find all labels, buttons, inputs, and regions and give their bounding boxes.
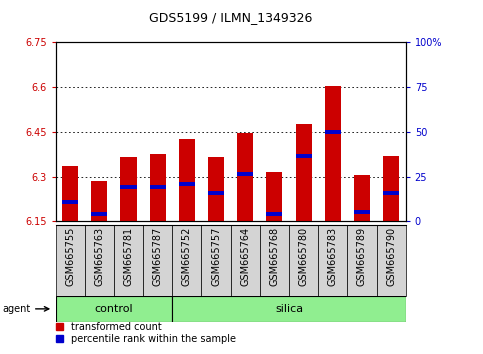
- Bar: [179, 139, 195, 221]
- Text: GSM665768: GSM665768: [270, 227, 279, 286]
- Bar: [237, 172, 253, 176]
- Bar: [91, 212, 107, 216]
- Bar: [114, 225, 143, 296]
- Text: agent: agent: [2, 304, 30, 314]
- Bar: [201, 225, 231, 296]
- Bar: [383, 191, 399, 195]
- Bar: [150, 185, 166, 189]
- Text: GSM665781: GSM665781: [124, 227, 133, 286]
- Bar: [120, 185, 137, 189]
- Bar: [296, 124, 312, 221]
- Text: GSM665787: GSM665787: [153, 227, 163, 286]
- Text: GSM665780: GSM665780: [298, 227, 309, 286]
- Text: GSM665789: GSM665789: [357, 227, 367, 286]
- Bar: [237, 133, 253, 221]
- Bar: [383, 156, 399, 221]
- Bar: [85, 225, 114, 296]
- Text: silica: silica: [275, 304, 303, 314]
- Bar: [377, 225, 406, 296]
- Text: GSM665757: GSM665757: [211, 227, 221, 286]
- Bar: [347, 225, 377, 296]
- Bar: [172, 225, 201, 296]
- Bar: [143, 225, 172, 296]
- Bar: [179, 182, 195, 186]
- Bar: [260, 225, 289, 296]
- Bar: [325, 130, 341, 134]
- Bar: [354, 175, 370, 221]
- Text: GSM665763: GSM665763: [94, 227, 104, 286]
- Bar: [172, 296, 406, 322]
- Bar: [91, 181, 107, 221]
- Bar: [354, 210, 370, 214]
- Bar: [325, 86, 341, 221]
- Bar: [296, 154, 312, 158]
- Bar: [318, 225, 347, 296]
- Text: GSM665790: GSM665790: [386, 227, 396, 286]
- Bar: [62, 200, 78, 204]
- Text: GSM665752: GSM665752: [182, 227, 192, 286]
- Bar: [208, 191, 224, 195]
- Bar: [56, 296, 172, 322]
- Text: GSM665764: GSM665764: [240, 227, 250, 286]
- Bar: [150, 154, 166, 221]
- Bar: [120, 157, 137, 221]
- Legend: transformed count, percentile rank within the sample: transformed count, percentile rank withi…: [56, 322, 236, 344]
- Text: GSM665783: GSM665783: [328, 227, 338, 286]
- Bar: [231, 225, 260, 296]
- Text: GSM665755: GSM665755: [65, 227, 75, 286]
- Bar: [267, 172, 283, 221]
- Text: GDS5199 / ILMN_1349326: GDS5199 / ILMN_1349326: [149, 11, 313, 24]
- Bar: [56, 225, 85, 296]
- Bar: [208, 157, 224, 221]
- Bar: [62, 166, 78, 221]
- Text: control: control: [95, 304, 133, 314]
- Bar: [289, 225, 318, 296]
- Bar: [267, 212, 283, 216]
